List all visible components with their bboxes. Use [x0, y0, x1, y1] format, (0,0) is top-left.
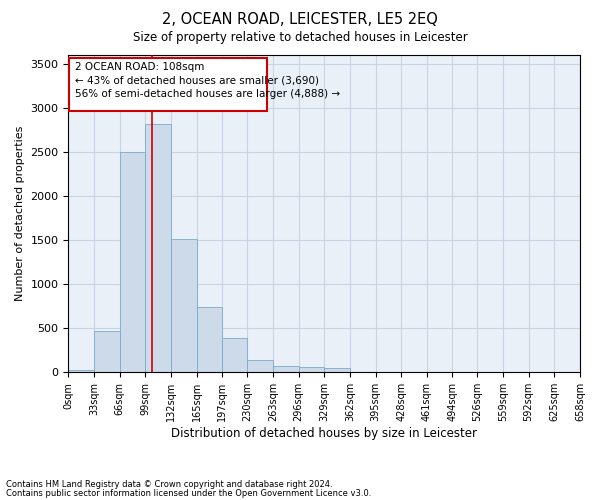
- Text: Size of property relative to detached houses in Leicester: Size of property relative to detached ho…: [133, 31, 467, 44]
- Bar: [247, 360, 273, 372]
- Bar: [299, 368, 324, 372]
- Bar: [197, 307, 221, 372]
- Bar: [145, 124, 171, 372]
- Bar: [221, 338, 247, 372]
- Text: 2 OCEAN ROAD: 108sqm: 2 OCEAN ROAD: 108sqm: [76, 62, 205, 72]
- Text: 56% of semi-detached houses are larger (4,888) →: 56% of semi-detached houses are larger (…: [76, 89, 341, 99]
- Bar: [324, 368, 350, 372]
- Bar: [273, 366, 299, 372]
- Text: Contains public sector information licensed under the Open Government Licence v3: Contains public sector information licen…: [6, 489, 371, 498]
- Y-axis label: Number of detached properties: Number of detached properties: [15, 126, 25, 302]
- FancyBboxPatch shape: [69, 58, 266, 112]
- X-axis label: Distribution of detached houses by size in Leicester: Distribution of detached houses by size …: [171, 427, 477, 440]
- Text: ← 43% of detached houses are smaller (3,690): ← 43% of detached houses are smaller (3,…: [76, 76, 319, 86]
- Bar: [171, 239, 197, 372]
- Bar: [68, 370, 94, 372]
- Text: Contains HM Land Registry data © Crown copyright and database right 2024.: Contains HM Land Registry data © Crown c…: [6, 480, 332, 489]
- Bar: [94, 331, 120, 372]
- Bar: [120, 152, 145, 372]
- Text: 2, OCEAN ROAD, LEICESTER, LE5 2EQ: 2, OCEAN ROAD, LEICESTER, LE5 2EQ: [162, 12, 438, 28]
